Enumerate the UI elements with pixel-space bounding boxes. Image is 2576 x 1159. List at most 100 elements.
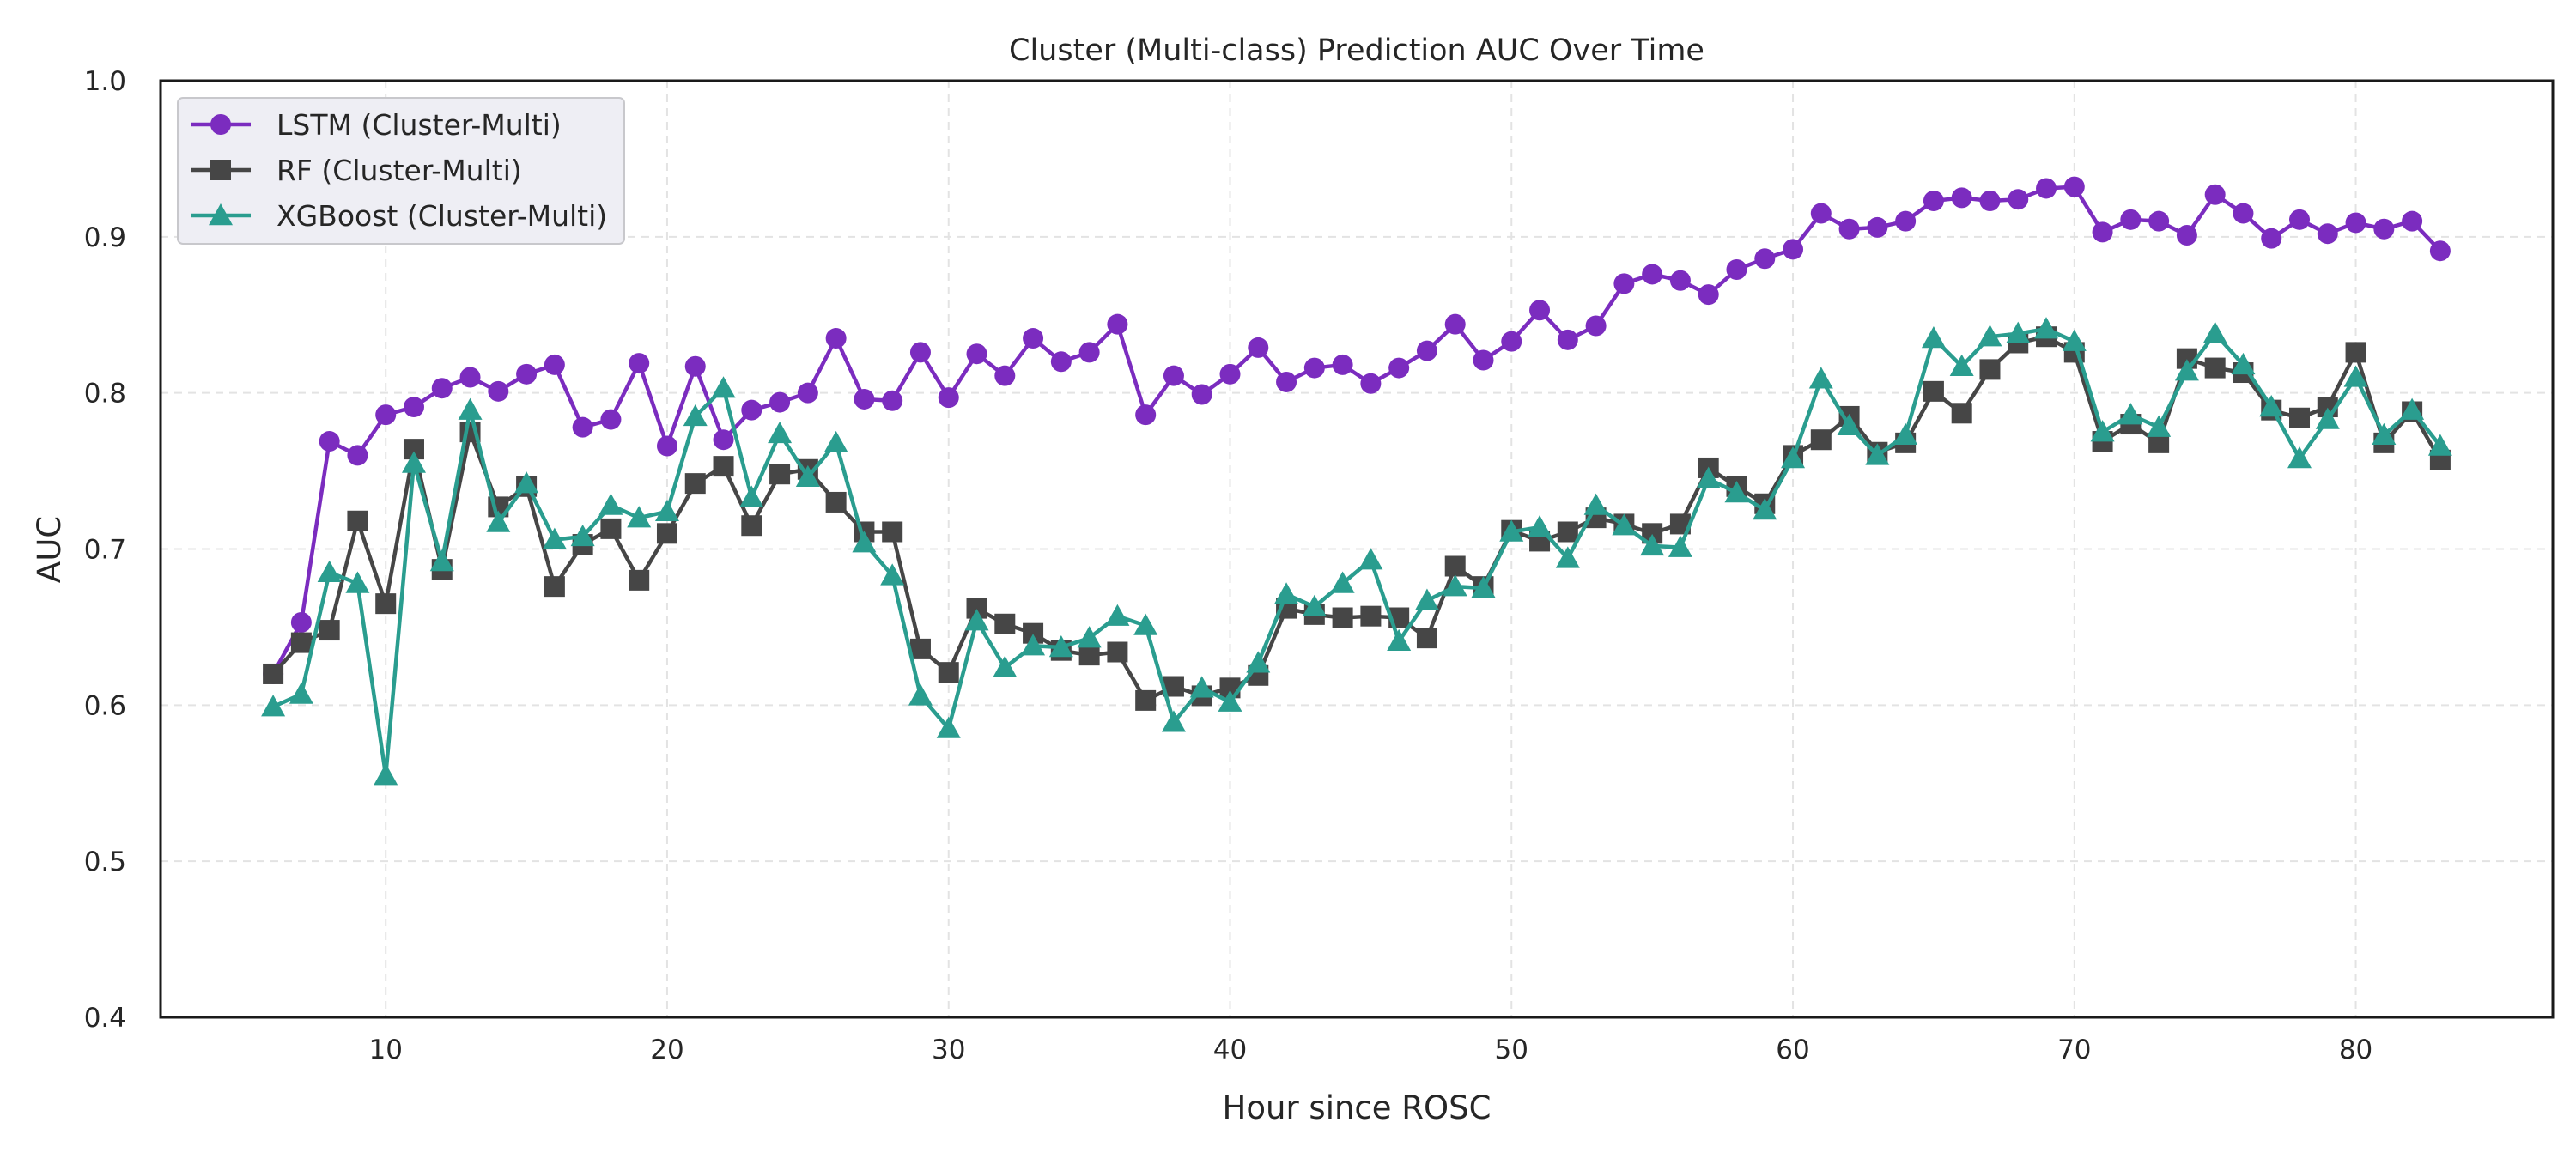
data-point-lstm bbox=[1388, 357, 1410, 379]
data-point-lstm bbox=[2148, 210, 2170, 232]
data-point-xgboost bbox=[486, 510, 511, 532]
data-point-xgboost bbox=[1921, 326, 1946, 349]
data-point-lstm bbox=[2120, 209, 2142, 230]
data-point-xgboost bbox=[1696, 466, 1721, 488]
data-point-xgboost bbox=[2259, 395, 2284, 417]
chart-title: Cluster (Multi-class) Prediction AUC Ove… bbox=[1009, 33, 1704, 68]
data-point-lstm bbox=[1895, 210, 1917, 232]
data-point-xgboost bbox=[2090, 420, 2115, 442]
y-axis-ticks: 0.4 0.5 0.6 0.7 0.8 0.9 1.0 bbox=[84, 66, 126, 1034]
y-tick-label: 0.8 bbox=[84, 379, 126, 410]
data-point-xgboost bbox=[711, 376, 736, 398]
data-point-lstm bbox=[909, 342, 931, 363]
data-point-lstm bbox=[966, 343, 987, 365]
data-point-rf bbox=[1810, 429, 1832, 451]
data-point-xgboost bbox=[654, 499, 679, 522]
data-point-rf bbox=[600, 518, 622, 539]
data-point-xgboost bbox=[1668, 535, 1692, 557]
data-point-lstm bbox=[1332, 354, 1353, 375]
data-point-xgboost bbox=[2231, 352, 2256, 375]
data-point-xgboost bbox=[289, 682, 313, 704]
data-point-xgboost bbox=[2174, 359, 2199, 381]
data-point-lstm bbox=[1023, 328, 1044, 349]
legend: LSTM (Cluster-Multi) RF (Cluster-Multi) XG… bbox=[177, 97, 625, 245]
x-tick-label: 80 bbox=[2339, 1035, 2372, 1065]
data-point-rf bbox=[769, 464, 791, 485]
data-point-rf bbox=[544, 576, 565, 598]
legend-marker-xgboost bbox=[209, 203, 233, 226]
data-point-rf bbox=[909, 638, 931, 659]
data-point-lstm bbox=[854, 388, 875, 410]
series-layer bbox=[261, 176, 2452, 786]
data-point-xgboost bbox=[627, 506, 652, 528]
plot-frame bbox=[159, 79, 2555, 1019]
x-tick-label: 10 bbox=[368, 1035, 402, 1065]
data-point-lstm bbox=[1923, 191, 1944, 212]
data-point-lstm bbox=[1248, 337, 1269, 358]
y-tick-label: 1.0 bbox=[84, 66, 126, 97]
data-point-rf bbox=[290, 632, 312, 653]
data-point-xgboost bbox=[542, 527, 567, 549]
data-point-lstm bbox=[2008, 189, 2029, 210]
data-point-lstm bbox=[2233, 203, 2254, 224]
legend-item-xgboost: XGBoost (Cluster-Multi) bbox=[191, 199, 607, 233]
legend-marker-rf bbox=[210, 160, 231, 180]
data-point-rf bbox=[1979, 359, 2001, 380]
x-tick-label: 20 bbox=[650, 1035, 683, 1065]
data-point-rf bbox=[1951, 403, 1972, 424]
data-point-xgboost bbox=[261, 695, 286, 717]
data-point-rf bbox=[375, 593, 397, 615]
x-axis-label: Hour since ROSC bbox=[1223, 1089, 1492, 1126]
data-point-lstm bbox=[431, 378, 453, 399]
data-point-rf bbox=[741, 515, 762, 537]
data-point-lstm bbox=[2345, 212, 2366, 234]
data-point-lstm bbox=[319, 431, 340, 452]
data-point-lstm bbox=[1444, 313, 1466, 335]
data-point-lstm bbox=[1416, 340, 1437, 361]
data-point-lstm bbox=[938, 387, 959, 409]
data-point-lstm bbox=[684, 355, 706, 377]
data-point-lstm bbox=[1557, 329, 1578, 350]
legend-label-rf: RF (Cluster-Multi) bbox=[276, 154, 522, 187]
data-point-rf bbox=[347, 510, 368, 531]
data-point-rf bbox=[1416, 628, 1437, 649]
data-point-xgboost bbox=[2147, 415, 2172, 437]
data-point-lstm bbox=[1838, 218, 1860, 240]
data-point-xgboost bbox=[570, 524, 595, 547]
data-point-lstm bbox=[2092, 221, 2113, 243]
data-point-xgboost bbox=[683, 404, 708, 427]
data-point-lstm bbox=[1698, 284, 1719, 306]
data-point-xgboost bbox=[598, 493, 623, 515]
data-point-xgboost bbox=[1640, 533, 1665, 556]
data-point-xgboost bbox=[1358, 548, 1383, 570]
y-axis-label: AUC bbox=[31, 516, 68, 583]
data-point-xgboost bbox=[2006, 321, 2031, 343]
data-point-xgboost bbox=[1246, 651, 1271, 673]
data-point-lstm bbox=[1867, 216, 1888, 238]
data-point-xgboost bbox=[1808, 367, 1833, 389]
data-point-xgboost bbox=[2343, 365, 2368, 387]
data-point-rf bbox=[938, 662, 959, 683]
data-point-lstm bbox=[488, 380, 509, 402]
data-point-lstm bbox=[1276, 371, 1297, 392]
data-point-xgboost bbox=[317, 560, 342, 582]
data-point-lstm bbox=[544, 354, 565, 375]
data-point-rf bbox=[1444, 555, 1466, 577]
data-point-lstm bbox=[825, 328, 847, 349]
data-point-xgboost bbox=[1471, 575, 1496, 598]
data-point-xgboost bbox=[2287, 446, 2312, 469]
data-point-lstm bbox=[2429, 240, 2451, 262]
data-point-lstm bbox=[1107, 313, 1128, 335]
data-point-lstm bbox=[2261, 228, 2282, 249]
data-point-rf bbox=[1360, 605, 1382, 627]
data-point-xgboost bbox=[2427, 434, 2452, 456]
data-point-lstm bbox=[1979, 191, 2001, 212]
data-point-lstm bbox=[1135, 404, 1157, 426]
data-point-rf bbox=[684, 473, 706, 495]
data-point-lstm bbox=[2402, 210, 2423, 232]
data-point-xgboost bbox=[1133, 613, 1158, 635]
data-point-lstm bbox=[1613, 273, 1635, 294]
x-tick-label: 40 bbox=[1213, 1035, 1247, 1065]
data-point-xgboost bbox=[1218, 689, 1242, 712]
legend-marker-lstm bbox=[210, 114, 231, 135]
